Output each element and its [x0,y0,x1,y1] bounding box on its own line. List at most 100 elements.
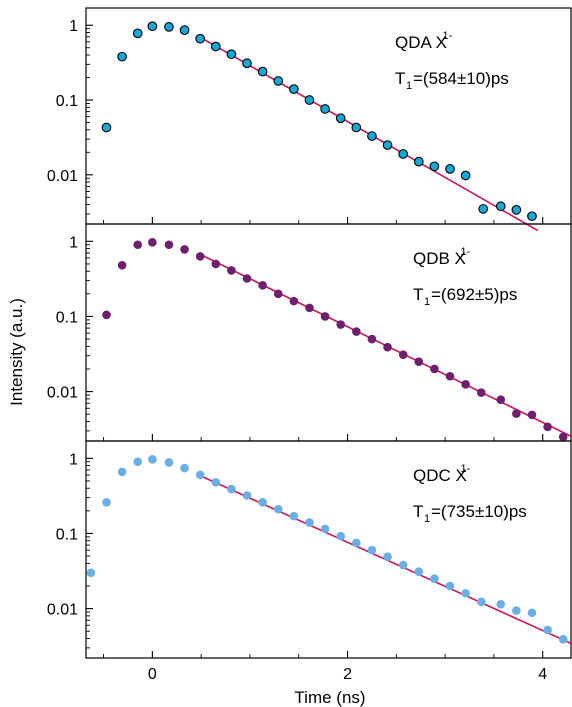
data-point [101,122,112,133]
data-point [304,95,315,105]
data-point [211,259,221,269]
data-point [445,581,455,591]
data-point [210,41,221,52]
data-points [102,238,568,441]
data-point [413,156,424,167]
data-point [148,238,157,247]
data-point [273,289,283,299]
panel-frame [85,440,572,659]
data-point [289,84,299,94]
data-point [305,518,314,527]
data-point [289,296,299,306]
data-point [258,497,267,507]
data-point [320,312,330,321]
data-point [195,33,206,44]
data-point [383,342,392,352]
data-point [227,266,236,275]
data-point [180,463,189,473]
data-point [414,357,424,366]
data-point [430,364,439,374]
data-points [86,455,568,644]
data-point [273,504,283,514]
data-point [461,588,470,598]
data-point [164,240,174,250]
panel-title-superscript: 1- [461,463,471,475]
data-point [445,164,455,174]
data-point [117,260,127,270]
data-point [179,25,190,35]
data-point [320,104,330,114]
data-point [543,625,552,635]
data-point [147,21,158,32]
panel-title-superscript: 1- [443,30,453,42]
y-tick-label: 0.1 [56,309,78,326]
data-point [211,477,221,487]
lifetime-value: =(735±10)ps [431,502,527,521]
data-point [430,574,439,583]
data-point [558,635,568,644]
y-tick-label: 1 [69,18,78,35]
x-tick-label: 2 [343,666,352,683]
data-point [257,66,268,77]
data-point [133,240,143,250]
data-point [242,58,252,69]
data-point [429,161,440,172]
data-point [117,467,127,477]
data-point [512,606,521,615]
data-point [476,388,486,397]
data-point [242,491,252,500]
data-point [367,334,377,344]
data-point [336,531,346,541]
lifetime-subscript: 1 [424,513,430,525]
data-point [495,201,506,212]
panel-title: QDA X [395,33,447,52]
panel-frame [85,7,572,225]
lifetime-value: =(584±10)ps [413,69,509,88]
data-point [352,538,361,548]
data-point [351,122,362,133]
data-point [289,511,299,521]
y-tick-label: 0.01 [47,168,78,185]
data-point [512,409,521,418]
y-tick-label: 0.1 [56,526,78,543]
data-point [527,608,537,618]
data-point [226,49,237,60]
data-point [132,28,143,39]
y-tick-label: 0.1 [56,93,78,110]
data-point [445,371,455,381]
data-point [195,470,205,480]
data-point [496,395,506,404]
data-point [543,422,552,432]
data-point [398,560,408,570]
data-point [273,76,284,86]
data-point [383,552,392,562]
data-point [461,380,470,389]
data-point [164,458,174,467]
data-points [101,21,537,222]
y-axis-label: Intensity (a.u.) [7,298,26,406]
lifetime-subscript: 1 [424,296,430,308]
data-point [102,310,111,320]
data-point [398,149,409,159]
data-point [478,204,489,214]
data-point [367,131,377,141]
data-point [496,600,506,609]
panel-frame [85,223,572,442]
data-point [558,432,568,441]
data-point [527,410,537,420]
data-point [335,113,346,124]
x-axis-label: Time (ns) [294,688,365,707]
x-tick-label: 4 [538,666,547,683]
data-point [242,274,252,283]
data-point [398,350,408,359]
data-point [117,51,127,62]
data-point [476,597,486,607]
data-point [180,245,189,254]
data-point [527,211,537,222]
data-point [164,22,174,32]
y-tick-label: 0.01 [47,385,78,402]
panel-title: QDB X [413,249,466,268]
data-point [352,327,361,336]
